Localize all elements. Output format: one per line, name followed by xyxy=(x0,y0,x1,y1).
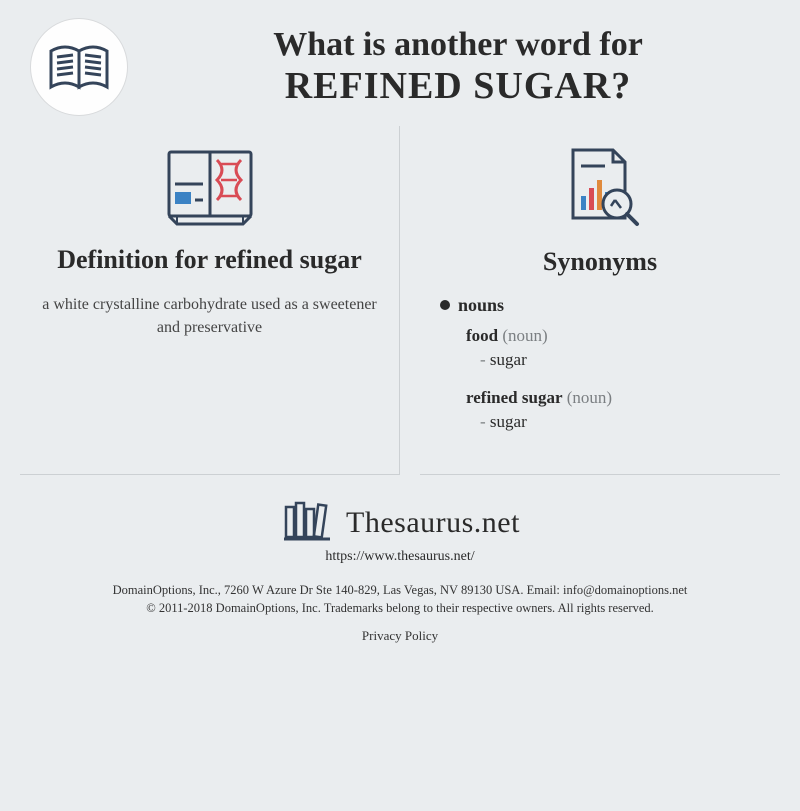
page-header: What is another word for REFINED SUGAR? xyxy=(0,0,800,126)
definition-column: Definition for refined sugar a white cry… xyxy=(20,126,400,475)
footer-brand: Thesaurus.net xyxy=(30,501,770,545)
dash-icon: - xyxy=(480,412,490,431)
books-stack-icon xyxy=(280,501,334,545)
dictionary-dna-icon xyxy=(163,144,257,232)
title-line1: What is another word for xyxy=(146,26,770,64)
definition-text: a white crystalline carbohydrate used as… xyxy=(32,293,387,339)
content-columns: Definition for refined sugar a white cry… xyxy=(0,126,800,485)
synonym-line: - sugar xyxy=(480,350,760,370)
category-label: nouns xyxy=(458,295,504,316)
sense-term: food xyxy=(466,326,498,345)
synonym-category: nouns xyxy=(440,295,760,316)
legal-line1: DomainOptions, Inc., 7260 W Azure Dr Ste… xyxy=(30,581,770,600)
brand-url: https://www.thesaurus.net/ xyxy=(30,549,770,565)
synonym-line: - sugar xyxy=(480,412,760,432)
dash-icon: - xyxy=(480,350,490,369)
site-logo xyxy=(30,18,128,116)
bullet-icon xyxy=(440,300,450,310)
sense-heading: refined sugar (noun) xyxy=(466,388,760,408)
sense-block: food (noun) - sugar xyxy=(466,326,760,370)
part-of-speech: (noun) xyxy=(502,326,547,345)
synonym-group: nouns food (noun) - sugar refined sugar … xyxy=(432,295,768,432)
page-footer: Thesaurus.net https://www.thesaurus.net/… xyxy=(0,485,800,656)
definition-icon-wrap xyxy=(32,144,387,232)
synonyms-column: Synonyms nouns food (noun) - sugar refin… xyxy=(420,126,780,475)
synonym-link[interactable]: sugar xyxy=(490,412,527,431)
open-book-icon xyxy=(47,41,111,93)
page-title: What is another word for REFINED SUGAR? xyxy=(146,26,770,108)
document-chart-magnifier-icon xyxy=(555,144,645,234)
legal-text: DomainOptions, Inc., 7260 W Azure Dr Ste… xyxy=(30,581,770,619)
brand-name: Thesaurus.net xyxy=(346,506,520,540)
legal-line2: © 2011-2018 DomainOptions, Inc. Trademar… xyxy=(30,599,770,618)
synonyms-heading: Synonyms xyxy=(432,246,768,279)
sense-term: refined sugar xyxy=(466,388,563,407)
sense-block: refined sugar (noun) - sugar xyxy=(466,388,760,432)
synonyms-icon-wrap xyxy=(432,144,768,234)
title-line2: REFINED SUGAR? xyxy=(146,64,770,108)
privacy-policy-link[interactable]: Privacy Policy xyxy=(362,628,438,644)
part-of-speech: (noun) xyxy=(567,388,612,407)
definition-heading: Definition for refined sugar xyxy=(32,244,387,277)
sense-heading: food (noun) xyxy=(466,326,760,346)
synonym-link[interactable]: sugar xyxy=(490,350,527,369)
